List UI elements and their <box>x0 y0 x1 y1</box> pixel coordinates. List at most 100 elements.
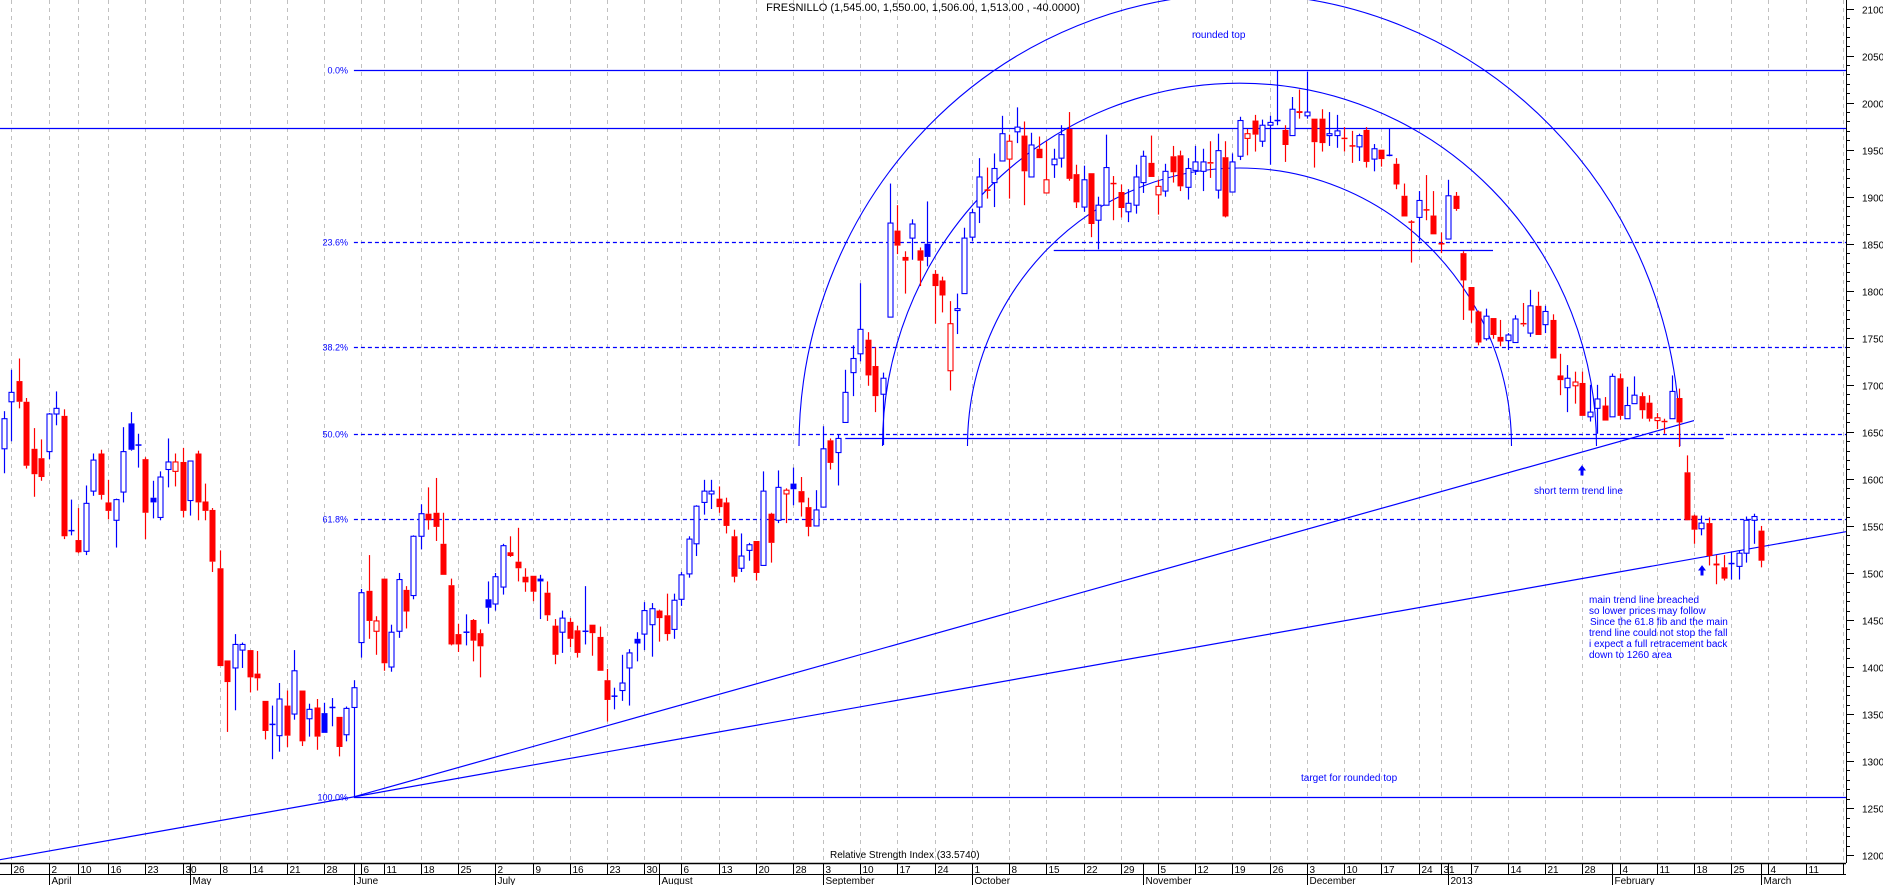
candle <box>1661 418 1668 434</box>
candle <box>1095 196 1102 250</box>
candle <box>373 616 380 655</box>
candle-body <box>597 636 604 671</box>
candle-body <box>1200 161 1207 172</box>
candle-body <box>1118 192 1125 209</box>
candle <box>1512 315 1519 344</box>
day-tick-label: 10 <box>1347 865 1359 876</box>
day-tick-label: 19 <box>1235 865 1247 876</box>
candle-body <box>924 243 931 257</box>
candle <box>410 535 417 600</box>
month-tick-label: November <box>1146 876 1193 885</box>
candle-body <box>880 377 887 395</box>
day-tick-label: 28 <box>1585 865 1597 876</box>
candle-body <box>98 453 105 495</box>
candle <box>1542 305 1549 334</box>
candle-body <box>477 633 484 647</box>
candle-body <box>1512 318 1519 344</box>
candle-body <box>1289 108 1296 137</box>
candle <box>284 690 291 747</box>
price-tick-label: 1400 <box>1862 664 1883 675</box>
candle <box>1617 373 1624 420</box>
candle <box>1326 112 1333 146</box>
candle <box>1177 150 1184 192</box>
candle <box>678 572 685 606</box>
price-tick-label: 1850 <box>1862 241 1883 252</box>
candle <box>671 593 678 639</box>
candle-body <box>544 592 551 616</box>
candle <box>1311 118 1318 168</box>
candle-body <box>530 575 537 592</box>
candle-body <box>1058 134 1065 159</box>
candle-body <box>1014 126 1021 133</box>
candle <box>991 153 998 208</box>
candle <box>805 497 812 537</box>
candle <box>589 624 596 656</box>
candle <box>798 477 805 517</box>
candle <box>1676 388 1683 447</box>
candle-body <box>1 418 8 450</box>
candle-body <box>202 501 209 511</box>
candle <box>366 555 373 639</box>
candle-body <box>1066 128 1073 179</box>
candle-body <box>522 576 529 583</box>
candle-body <box>172 461 179 472</box>
candle-body <box>485 599 492 608</box>
candle <box>1 411 8 474</box>
candle <box>775 470 782 524</box>
candle-body <box>746 544 753 551</box>
candle-body <box>232 643 239 669</box>
candle-body <box>1401 195 1408 217</box>
candle <box>1639 392 1646 419</box>
candle-body <box>373 620 380 632</box>
candle <box>917 247 924 287</box>
candle <box>1535 291 1542 335</box>
day-tick-label: 21 <box>290 865 302 876</box>
chart-title: FRESNILLO (1,545.00, 1,550.00, 1,506.00,… <box>766 2 1080 14</box>
candle-body <box>820 448 827 508</box>
candle <box>195 450 202 521</box>
candle-body <box>1453 195 1460 209</box>
candle-body <box>299 690 306 742</box>
candle <box>187 460 194 516</box>
candle <box>1148 135 1155 177</box>
candle <box>1453 192 1460 211</box>
candle-body <box>634 638 641 644</box>
candle <box>693 505 700 557</box>
candle-body <box>1609 375 1616 418</box>
candle <box>522 568 529 592</box>
fib-level-label: 50.0% <box>322 430 348 440</box>
candle-body <box>1177 155 1184 187</box>
day-tick-label: 18 <box>1697 865 1709 876</box>
candle <box>1289 97 1296 137</box>
day-tick-label: 9 <box>536 865 542 876</box>
candle <box>16 358 23 409</box>
day-tick-label: 24 <box>1422 865 1434 876</box>
candle <box>291 650 298 720</box>
candle-body <box>209 509 216 562</box>
fib-level-label: 38.2% <box>322 343 348 353</box>
price-tick-label: 1650 <box>1862 429 1883 440</box>
candle <box>470 619 477 662</box>
candle <box>634 632 641 662</box>
candle <box>68 499 75 536</box>
candle <box>1721 555 1728 581</box>
candle-body <box>1371 148 1378 160</box>
candle-body <box>105 502 112 511</box>
candle-body <box>708 490 715 495</box>
candle <box>1021 121 1028 206</box>
candle <box>172 453 179 487</box>
price-tick-label: 2000 <box>1862 100 1883 111</box>
candle <box>872 347 879 413</box>
day-tick-label: 4 <box>1771 865 1777 876</box>
candle-body <box>1527 305 1534 334</box>
candle <box>1594 384 1601 434</box>
candle-body <box>1579 382 1586 416</box>
candle <box>1282 125 1289 162</box>
candle-body <box>254 673 261 679</box>
candle <box>1259 119 1266 147</box>
candle-body <box>1162 170 1169 192</box>
candle <box>1579 371 1586 416</box>
candle-body <box>1393 163 1400 185</box>
candle-body <box>664 615 671 635</box>
candle <box>448 578 455 646</box>
